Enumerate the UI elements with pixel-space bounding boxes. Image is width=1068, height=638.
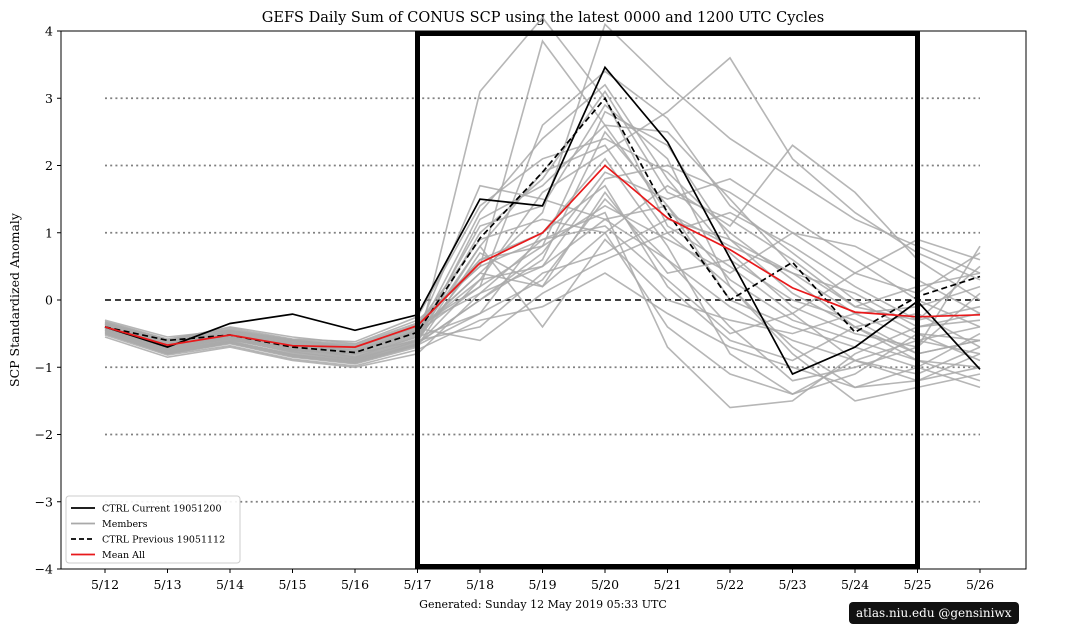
x-tick-label: 5/20 (591, 577, 619, 592)
x-tick-label: 5/15 (278, 577, 306, 592)
x-tick-label: 5/24 (841, 577, 869, 592)
credit-badge[interactable]: atlas.niu.edu @gensiniwx (849, 602, 1019, 624)
member-line (104, 124, 981, 361)
legend-label: CTRL Previous 19051112 (102, 535, 225, 546)
x-tick-label: 5/18 (466, 577, 494, 592)
x-axis-label: Generated: Sunday 12 May 2019 05:33 UTC (419, 598, 667, 611)
member-line (104, 144, 981, 358)
x-tick-label: 5/17 (403, 577, 431, 592)
y-tick-label: 3 (45, 91, 53, 106)
highlight-window (415, 31, 920, 569)
member-line (104, 231, 981, 395)
series-line (104, 96, 981, 354)
member-line (104, 137, 981, 369)
legend: CTRL Current 19051200 Members CTRL Previou… (65, 495, 241, 564)
member-line (104, 204, 981, 389)
member-line (104, 171, 981, 363)
y-tick-label: 1 (45, 225, 53, 240)
member-line (104, 225, 981, 346)
legend-label: CTRL Current 19051200 (102, 504, 222, 515)
series-line (104, 164, 981, 348)
member-lines (104, 16, 981, 409)
y-tick-label: −4 (35, 562, 53, 577)
y-tick-label: −3 (35, 494, 53, 509)
x-tick-label: 5/22 (716, 577, 744, 592)
x-tick-label: 5/21 (653, 577, 681, 592)
x-tick-label: 5/13 (153, 577, 181, 592)
member-line (104, 56, 981, 351)
legend-box (65, 495, 241, 564)
x-tick-label: 5/25 (903, 577, 931, 592)
y-axis-label: SCP Standardized Anomaly (7, 212, 22, 387)
legend-label: Mean All (102, 550, 145, 561)
y-tick-label: 0 (45, 293, 53, 308)
series-lines (104, 65, 981, 376)
highlight-box (415, 31, 920, 569)
y-tick-label: 2 (45, 158, 53, 173)
x-tick-label: 5/14 (216, 577, 244, 592)
legend-label: Members (102, 519, 148, 530)
x-tick-label: 5/23 (778, 577, 806, 592)
series-line (104, 65, 981, 376)
y-tick-label: 4 (45, 24, 53, 39)
y-tick-label: −1 (35, 360, 53, 375)
x-tick-label: 5/19 (528, 577, 556, 592)
x-tick-label: 5/26 (966, 577, 994, 592)
member-line (104, 218, 981, 360)
x-tick-label: 5/16 (341, 577, 369, 592)
y-axis: −4 −3 −2 −1 0 1 2 3 4 (35, 24, 61, 577)
member-line (104, 90, 981, 355)
x-axis: 5/12 5/13 5/14 5/15 5/16 5/17 5/18 5/19 5/20 5/21… (91, 569, 994, 592)
x-tick-label: 5/12 (91, 577, 119, 592)
y-tick-label: −2 (35, 427, 53, 442)
